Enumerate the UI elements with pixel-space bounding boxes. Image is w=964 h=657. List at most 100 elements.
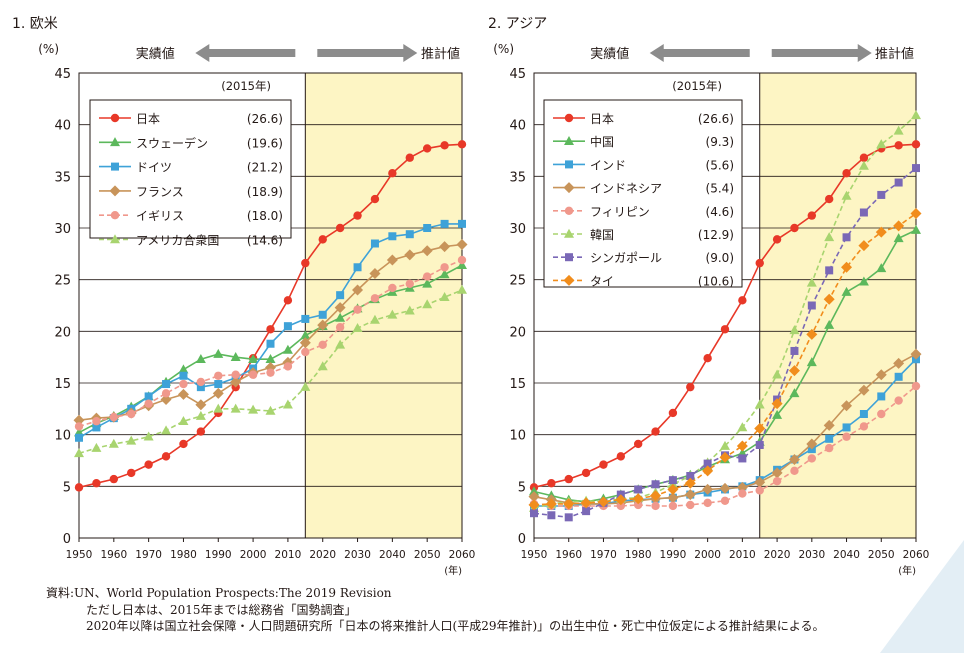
data-point [92, 417, 101, 426]
data-point [317, 319, 329, 331]
data-point [529, 486, 539, 496]
x-tick-label: 2060 [449, 549, 476, 561]
data-point [859, 410, 868, 418]
data-point [877, 190, 886, 199]
data-point [196, 427, 206, 436]
data-point [266, 368, 275, 377]
data-point [789, 325, 800, 335]
data-point [195, 354, 206, 364]
source-line-3: 2020年以降は国立社会保障・人口問題研究所「日本の将来推計人口(平成29年推計… [86, 619, 825, 633]
data-point [177, 388, 189, 400]
legend-label: フィリピン [590, 205, 650, 219]
legend-marker [110, 137, 120, 147]
data-point [74, 448, 84, 458]
x-tick-label: 2050 [414, 549, 441, 561]
data-point [788, 365, 800, 377]
data-point [702, 483, 714, 495]
y-tick-label: 30 [509, 222, 526, 237]
legend-value: (26.6) [247, 112, 283, 126]
x-axis-unit: (年) [898, 564, 916, 577]
data-point [422, 272, 432, 281]
data-point [282, 344, 293, 354]
legend-marker [563, 182, 575, 194]
data-point [547, 479, 556, 488]
data-point [440, 219, 449, 228]
data-point [370, 294, 380, 303]
data-point [335, 312, 346, 322]
x-tick-label: 2050 [868, 549, 895, 561]
data-point [703, 459, 712, 468]
data-point [650, 490, 662, 502]
data-point [616, 452, 626, 461]
data-point [859, 422, 869, 431]
y-tick-label: 25 [54, 274, 71, 289]
forecast-arrow [317, 44, 418, 62]
data-point [876, 139, 887, 149]
data-point [178, 416, 189, 426]
data-point [597, 496, 609, 508]
data-point [667, 492, 679, 504]
data-point [807, 454, 817, 463]
data-point [858, 276, 869, 286]
data-point [143, 431, 154, 441]
legend-marker [109, 185, 121, 197]
data-point [720, 440, 730, 450]
data-point [894, 141, 903, 150]
data-point [457, 260, 467, 269]
legend-value: (4.6) [706, 205, 734, 219]
y-tick-label: 40 [509, 119, 526, 134]
data-point [317, 361, 328, 371]
data-point [178, 364, 189, 374]
data-point [300, 330, 311, 340]
data-point [144, 460, 153, 469]
data-point [563, 498, 575, 510]
data-point [772, 235, 782, 244]
data-point [457, 140, 467, 149]
data-point [790, 223, 799, 233]
data-point [422, 278, 433, 288]
data-point [283, 322, 292, 331]
data-point [703, 498, 712, 508]
data-point [894, 396, 903, 405]
legend-marker [564, 228, 574, 238]
data-point [212, 387, 224, 399]
data-point [161, 452, 171, 461]
data-point [230, 351, 241, 361]
data-point [651, 501, 660, 511]
data-point [807, 211, 817, 220]
data-point [528, 499, 540, 511]
data-point [265, 354, 276, 364]
y-tick-label: 35 [54, 170, 71, 185]
data-point [161, 389, 171, 398]
data-point [686, 472, 695, 480]
data-point [824, 194, 834, 204]
data-point [703, 354, 712, 363]
data-point [754, 476, 766, 488]
data-point [790, 346, 799, 355]
data-point [842, 423, 851, 432]
corner-accent [880, 540, 964, 653]
legend-marker [110, 211, 120, 220]
x-tick-label: 1980 [170, 549, 197, 561]
data-point [582, 507, 591, 516]
data-point [457, 255, 467, 265]
legend-label: アメリカ合衆国 [136, 233, 219, 248]
data-point [911, 140, 921, 149]
y-axis-unit: (%) [493, 42, 514, 56]
data-point [195, 410, 206, 420]
data-point [825, 434, 834, 443]
legend-label: スウェーデン [136, 135, 208, 150]
x-tick-label: 2040 [833, 549, 860, 561]
data-point [387, 309, 398, 319]
data-point [369, 314, 380, 324]
x-tick-label: 2010 [275, 549, 302, 561]
data-point [911, 224, 921, 234]
data-point [842, 432, 851, 441]
data-point [894, 372, 903, 381]
data-point [422, 299, 433, 309]
data-point [754, 422, 766, 434]
data-point [841, 286, 852, 296]
data-point [893, 220, 905, 232]
data-point [283, 362, 293, 371]
data-point [633, 439, 643, 449]
